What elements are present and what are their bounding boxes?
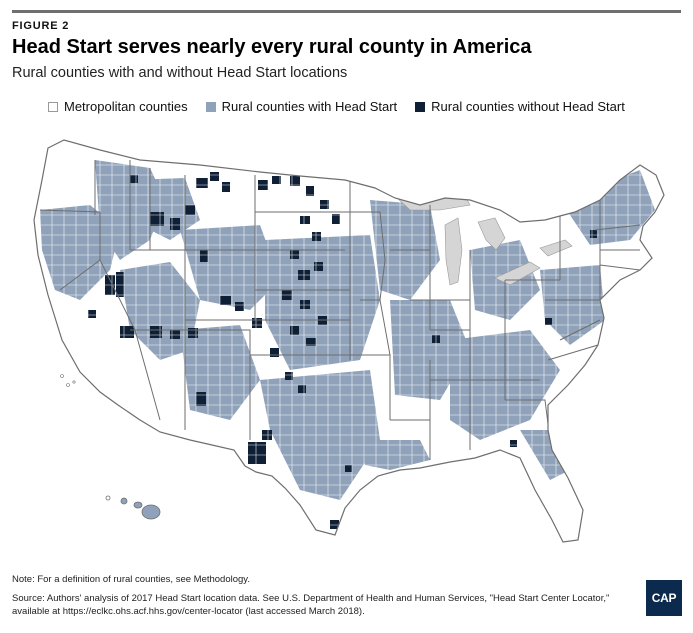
figure-source: Source: Authors' analysis of 2017 Head S…	[12, 592, 622, 618]
source-line-1: Source: Authors' analysis of 2017 Head S…	[12, 593, 610, 604]
figure-label: FIGURE 2	[12, 20, 70, 32]
legend-item-rural-without: Rural counties without Head Start	[415, 99, 625, 114]
legend-swatch-metro	[48, 101, 58, 112]
legend-item-metro: Metropolitan counties	[48, 99, 188, 114]
legend: Metropolitan counties Rural counties wit…	[48, 99, 643, 114]
legend-label-metro: Metropolitan counties	[64, 99, 188, 114]
figure-title: Head Start serves nearly every rural cou…	[12, 36, 532, 58]
legend-label-rural-without: Rural counties without Head Start	[431, 99, 625, 114]
legend-item-rural-with: Rural counties with Head Start	[205, 99, 398, 114]
source-line-2: available at https://eclkc.ohs.acf.hhs.g…	[12, 606, 365, 617]
us-outline	[33, 139, 665, 543]
county-layer	[34, 140, 664, 542]
state-borders	[39, 160, 641, 460]
figure-subtitle: Rural counties with and without Head Sta…	[12, 65, 348, 81]
cap-logo: CAP	[646, 580, 682, 616]
figure-note: Note: For a definition of rural counties…	[12, 574, 250, 585]
legend-swatch-rural-without	[415, 101, 426, 112]
legend-swatch-rural-with	[205, 101, 216, 112]
legend-label-rural-with: Rural counties with Head Start	[221, 99, 398, 114]
hawaii-islands	[105, 495, 161, 520]
top-rule	[12, 10, 681, 13]
channel-islands	[60, 374, 76, 387]
